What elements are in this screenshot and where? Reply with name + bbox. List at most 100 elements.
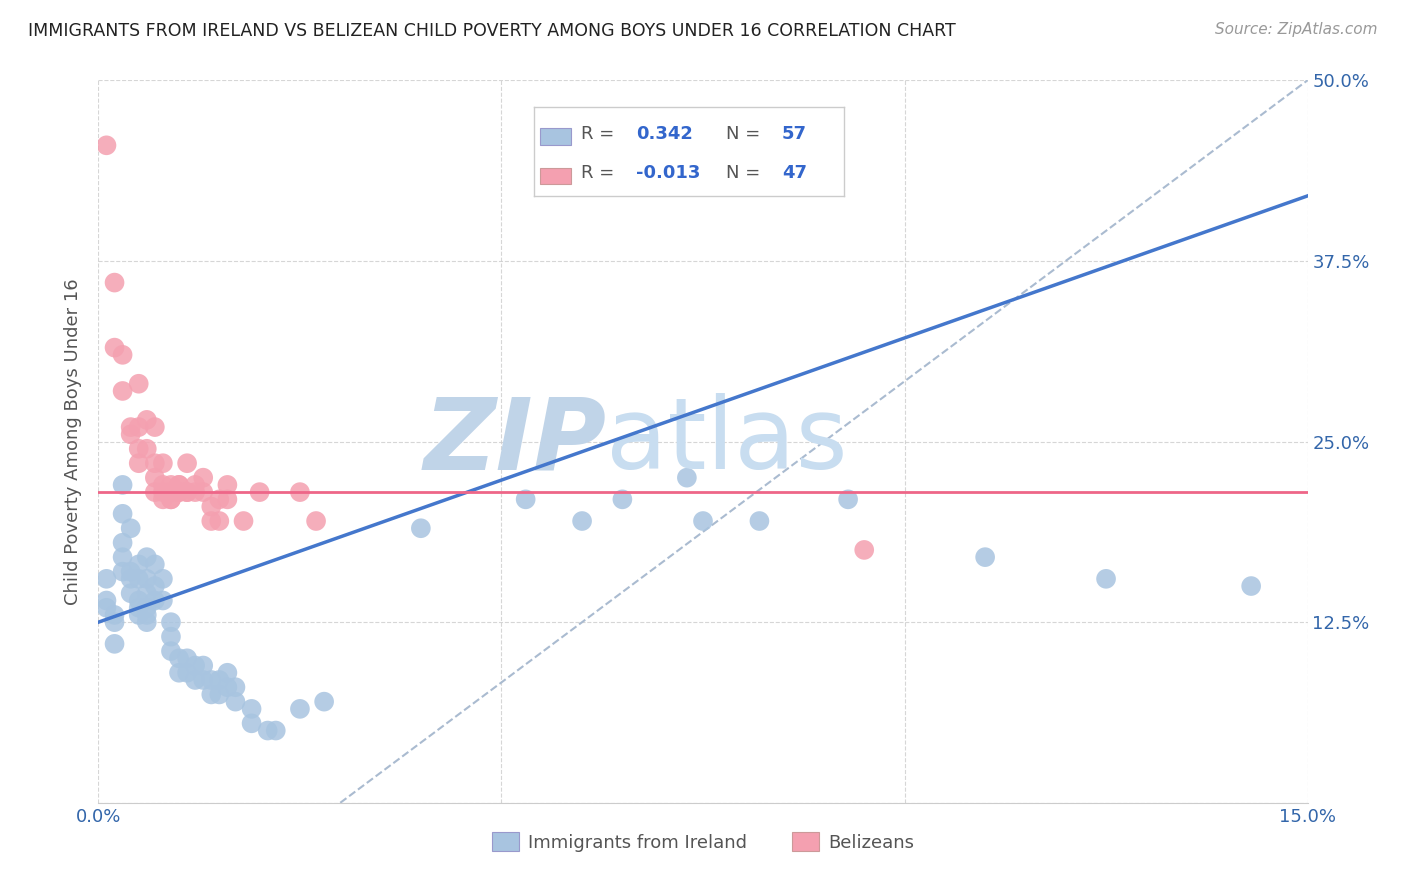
Point [240, 716, 263, 731]
Point [103, 637, 125, 651]
Point [676, 470, 699, 484]
Point [160, 630, 183, 644]
Point [111, 478, 134, 492]
Point [160, 492, 183, 507]
Point [288, 702, 311, 716]
Text: R =: R = [581, 164, 620, 182]
Text: 47: 47 [782, 164, 807, 182]
Point [264, 723, 287, 738]
Point [135, 586, 157, 600]
Point [143, 593, 166, 607]
Point [200, 673, 222, 687]
Point [152, 492, 174, 507]
Point [111, 507, 134, 521]
Point [217, 665, 239, 680]
Point [167, 651, 190, 665]
Point [135, 572, 157, 586]
Point [208, 673, 231, 687]
Point [515, 492, 537, 507]
Point [256, 723, 278, 738]
Point [128, 600, 150, 615]
Point [208, 687, 231, 701]
Text: N =: N = [725, 125, 766, 143]
Point [176, 456, 198, 470]
Point [160, 485, 183, 500]
Point [193, 485, 215, 500]
Text: IMMIGRANTS FROM IRELAND VS BELIZEAN CHILD POVERTY AMONG BOYS UNDER 16 CORRELATIO: IMMIGRANTS FROM IRELAND VS BELIZEAN CHIL… [28, 22, 956, 40]
Point [240, 702, 263, 716]
Point [200, 687, 222, 701]
Point [143, 485, 166, 500]
Point [288, 485, 311, 500]
Point [103, 615, 125, 630]
Point [135, 600, 157, 615]
Point [143, 579, 166, 593]
Text: -0.013: -0.013 [637, 164, 700, 182]
Point [135, 413, 157, 427]
Point [152, 572, 174, 586]
Point [200, 514, 222, 528]
Point [143, 470, 166, 484]
Point [1240, 579, 1263, 593]
Point [167, 485, 190, 500]
Point [167, 478, 190, 492]
Point [152, 593, 174, 607]
Point [152, 456, 174, 470]
Point [217, 478, 239, 492]
Point [232, 514, 254, 528]
Point [184, 478, 207, 492]
Point [217, 680, 239, 694]
Point [120, 572, 142, 586]
Point [853, 542, 876, 557]
Point [224, 680, 246, 694]
Point [167, 478, 190, 492]
Point [208, 492, 231, 507]
Point [96, 600, 118, 615]
Point [193, 673, 215, 687]
Point [120, 586, 142, 600]
Point [152, 478, 174, 492]
Text: 0.342: 0.342 [637, 125, 693, 143]
Point [103, 276, 125, 290]
Point [1095, 572, 1118, 586]
Point [135, 550, 157, 565]
Text: N =: N = [725, 164, 766, 182]
Point [128, 607, 150, 622]
Point [974, 550, 997, 565]
Point [160, 478, 183, 492]
Point [96, 572, 118, 586]
Point [409, 521, 432, 535]
Point [176, 485, 198, 500]
Text: R =: R = [581, 125, 620, 143]
Point [135, 607, 157, 622]
Point [120, 420, 142, 434]
Point [128, 593, 150, 607]
Point [111, 348, 134, 362]
Point [120, 565, 142, 579]
Point [96, 138, 118, 153]
Point [193, 470, 215, 484]
Point [200, 500, 222, 514]
Legend: Immigrants from Ireland, Belizeans: Immigrants from Ireland, Belizeans [485, 825, 921, 859]
Point [135, 615, 157, 630]
Point [128, 420, 150, 434]
Point [176, 485, 198, 500]
Bar [540, 128, 571, 145]
Point [103, 607, 125, 622]
Point [692, 514, 714, 528]
Point [837, 492, 859, 507]
Point [184, 485, 207, 500]
Point [249, 485, 271, 500]
Point [152, 485, 174, 500]
Text: Source: ZipAtlas.com: Source: ZipAtlas.com [1215, 22, 1378, 37]
Point [111, 550, 134, 565]
Point [120, 521, 142, 535]
Point [111, 535, 134, 549]
Point [184, 658, 207, 673]
Text: ZIP: ZIP [423, 393, 606, 490]
Point [143, 420, 166, 434]
Text: atlas: atlas [606, 393, 848, 490]
Point [120, 427, 142, 442]
Point [160, 644, 183, 658]
Point [208, 514, 231, 528]
